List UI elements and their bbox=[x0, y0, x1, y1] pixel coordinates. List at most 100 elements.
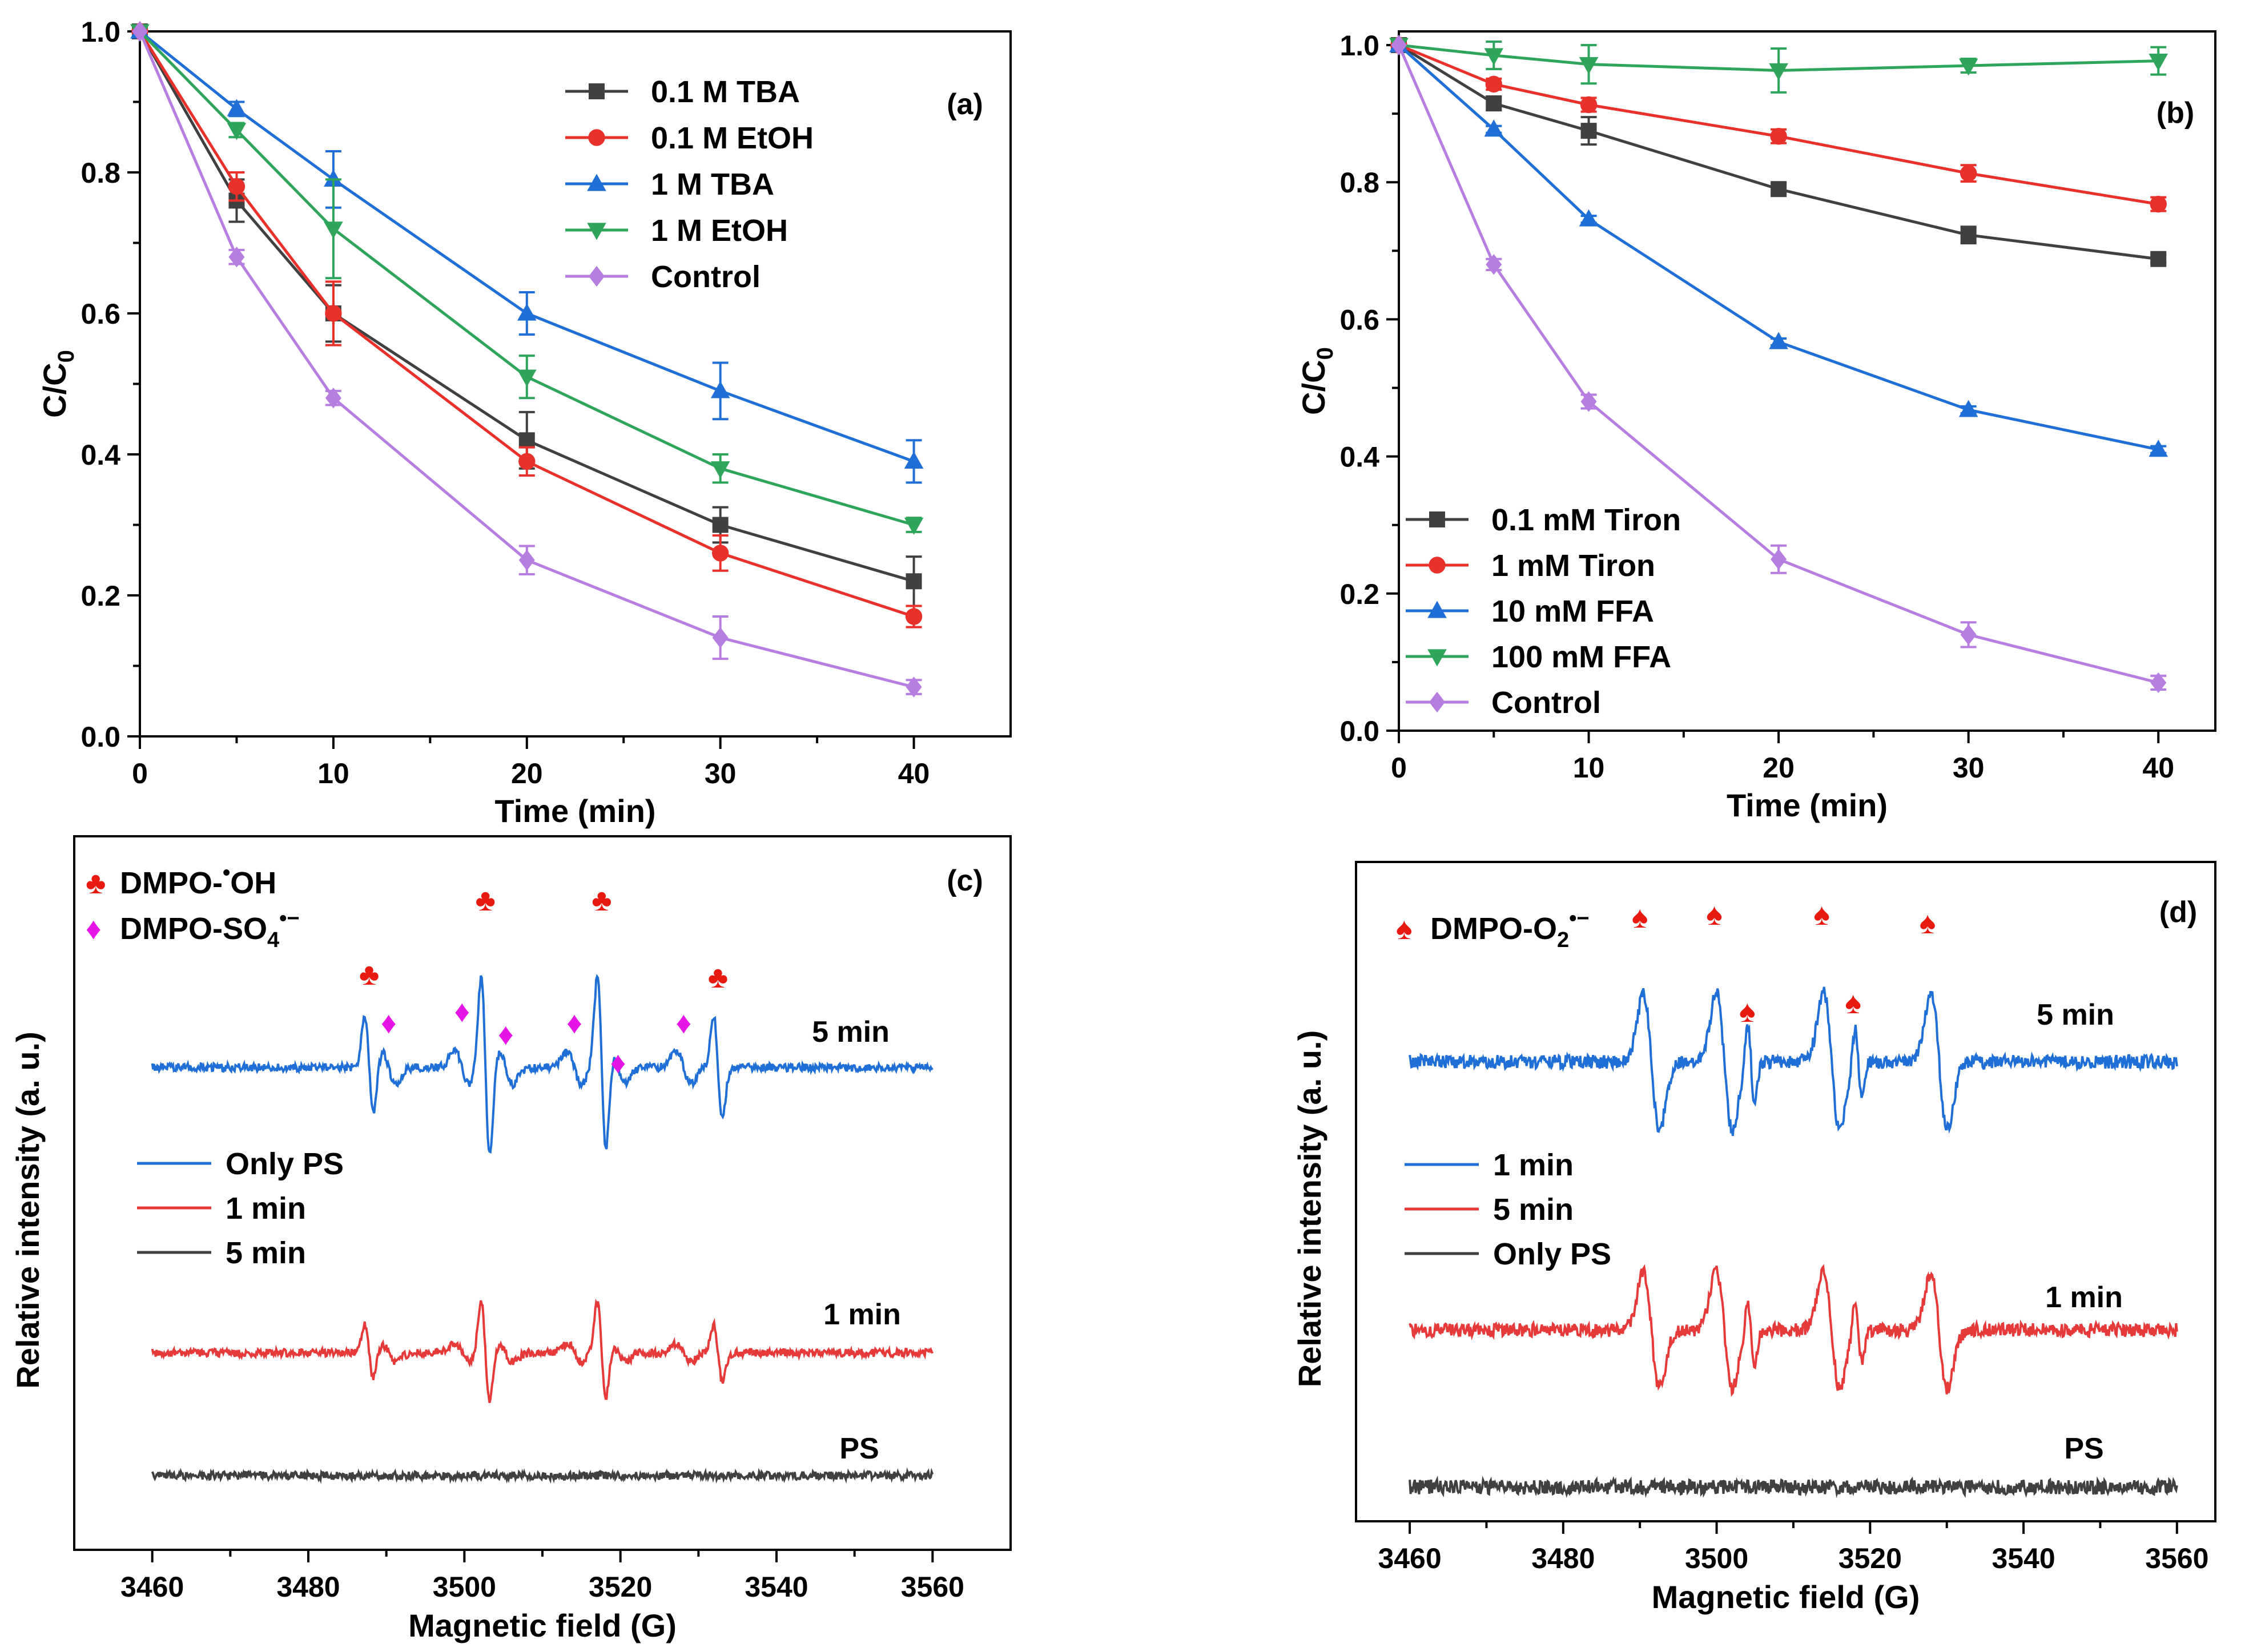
data-point bbox=[228, 178, 246, 195]
spectrum-1 bbox=[151, 974, 934, 1154]
curve-label: PS bbox=[839, 1432, 879, 1465]
x-axis-title: Time (min) bbox=[494, 793, 655, 829]
y-axis-title: C/C0 bbox=[1296, 347, 1338, 415]
y-axis-title: C/C0 bbox=[37, 350, 79, 418]
series-line bbox=[138, 30, 915, 583]
x-tick-label: 3560 bbox=[2145, 1542, 2208, 1574]
plot-frame bbox=[1355, 861, 2216, 1522]
x-tick-label: 20 bbox=[1763, 752, 1795, 784]
peak-marker: ♠ bbox=[1813, 897, 1830, 932]
y-tick-label: 0.0 bbox=[1339, 715, 1379, 747]
x-tick-label: 0 bbox=[1391, 752, 1407, 784]
spectrum-1 bbox=[1409, 986, 2178, 1137]
x-tick-label: 3500 bbox=[1685, 1542, 1748, 1574]
data-point bbox=[2149, 440, 2169, 457]
peak-marker: ♠ bbox=[1920, 906, 1936, 940]
species-label-sub: 2 bbox=[1557, 928, 1569, 952]
y-tick-label: 0.2 bbox=[1339, 578, 1379, 610]
data-point bbox=[711, 545, 729, 562]
y-axis-title: Relative intensity (a. u.) bbox=[10, 1032, 46, 1389]
data-point bbox=[1486, 254, 1502, 275]
data-point bbox=[2150, 195, 2167, 213]
legend-label: Only PS bbox=[226, 1147, 344, 1181]
x-tick-label: 20 bbox=[511, 757, 543, 789]
peak-marker: ♣ bbox=[592, 883, 611, 917]
y-tick-label: 0.8 bbox=[81, 157, 120, 189]
data-point bbox=[1769, 63, 1788, 80]
y-tick-label: 0.4 bbox=[81, 439, 120, 471]
data-point bbox=[1580, 96, 1598, 114]
legend-marker bbox=[587, 223, 606, 240]
species-label: DMPO-SO4•− bbox=[120, 906, 300, 952]
series-line bbox=[1397, 45, 2159, 684]
data-point bbox=[1958, 58, 1978, 76]
x-tick-label: 10 bbox=[1573, 752, 1605, 784]
data-point bbox=[712, 627, 729, 648]
data-point bbox=[1770, 128, 1787, 145]
legend-marker bbox=[588, 129, 605, 146]
peak-marker: ♦ bbox=[381, 1006, 397, 1040]
peak-marker: ♠ bbox=[1845, 986, 1861, 1020]
y-axis-title-main: C/C bbox=[37, 362, 73, 417]
legend-label: 5 min bbox=[1493, 1192, 1574, 1227]
data-point bbox=[325, 388, 341, 409]
series-control bbox=[1391, 34, 2167, 694]
series-line bbox=[1398, 43, 2159, 261]
panel-d: 3460 3480 3500 3520 3540 3560 Magnetic field (… bbox=[1292, 861, 2216, 1615]
spectrum-3 bbox=[1409, 1475, 2178, 1498]
x-tick-label: 3500 bbox=[433, 1571, 496, 1603]
peak-marker: ♦ bbox=[498, 1017, 514, 1051]
panel-label: (d) bbox=[2159, 896, 2197, 929]
legend-marker bbox=[589, 265, 605, 287]
legend-marker bbox=[1429, 691, 1445, 713]
series-line bbox=[139, 30, 915, 463]
y-axis-title-main: C/C bbox=[1296, 360, 1331, 414]
data-point bbox=[904, 451, 924, 469]
data-point bbox=[712, 517, 729, 533]
panel-a: 0 10 20 30 40 0.0 0.2 0.4 0.6 0.8 1.0 Time (min) C/C… bbox=[37, 16, 1012, 829]
x-tick-label: 30 bbox=[705, 757, 737, 789]
peak-marker: ♣ bbox=[708, 960, 728, 994]
x-tick-label: 3480 bbox=[276, 1571, 340, 1603]
panel-label: (a) bbox=[947, 88, 983, 121]
series-1-mm-tiron bbox=[1390, 37, 2167, 213]
data-point bbox=[1958, 400, 1978, 417]
legend-label: Control bbox=[651, 260, 761, 294]
data-point bbox=[710, 381, 730, 398]
x-tick-label: 40 bbox=[2142, 752, 2174, 784]
y-tick-label: 0.6 bbox=[81, 298, 120, 330]
data-point bbox=[227, 123, 247, 140]
data-point bbox=[228, 247, 245, 268]
data-point bbox=[1484, 119, 1504, 137]
data-point bbox=[518, 550, 535, 571]
data-point bbox=[1579, 209, 1599, 227]
data-point bbox=[324, 169, 343, 187]
panel-b: 0 10 20 30 40 0.0 0.2 0.4 0.6 0.8 1.0 Time (min) C/C… bbox=[1296, 30, 2216, 823]
x-axis-title: Time (min) bbox=[1727, 787, 1888, 823]
species-label-sub: 4 bbox=[267, 928, 279, 952]
data-point bbox=[1485, 75, 1502, 93]
legend-label: 1 M TBA bbox=[651, 167, 774, 202]
peak-marker: ♦ bbox=[566, 1006, 582, 1040]
y-axis-title-sub: 0 bbox=[54, 350, 79, 362]
data-point bbox=[1771, 181, 1787, 198]
x-tick-label: 0 bbox=[132, 757, 148, 789]
data-point bbox=[2150, 251, 2167, 267]
species-label-sup: • bbox=[223, 861, 230, 885]
data-point bbox=[905, 608, 923, 625]
y-tick-label: 0.0 bbox=[81, 721, 120, 753]
x-tick-label: 3540 bbox=[745, 1571, 808, 1603]
peak-marker: ♣ bbox=[476, 883, 496, 917]
data-point bbox=[1960, 164, 1977, 182]
curve-label: 1 min bbox=[823, 1298, 901, 1331]
peak-marker: ♦ bbox=[676, 1006, 692, 1040]
x-tick-label: 3520 bbox=[589, 1571, 652, 1603]
species-symbol: ♣ bbox=[86, 866, 106, 900]
data-point bbox=[1579, 57, 1599, 75]
plot-frame bbox=[1398, 30, 2216, 732]
curve-label: 1 min bbox=[2045, 1281, 2123, 1314]
species-symbol: ♠ bbox=[1396, 912, 1413, 946]
series-line bbox=[1398, 43, 2159, 206]
legend-label: 5 min bbox=[226, 1236, 306, 1270]
data-point bbox=[1580, 391, 1597, 412]
